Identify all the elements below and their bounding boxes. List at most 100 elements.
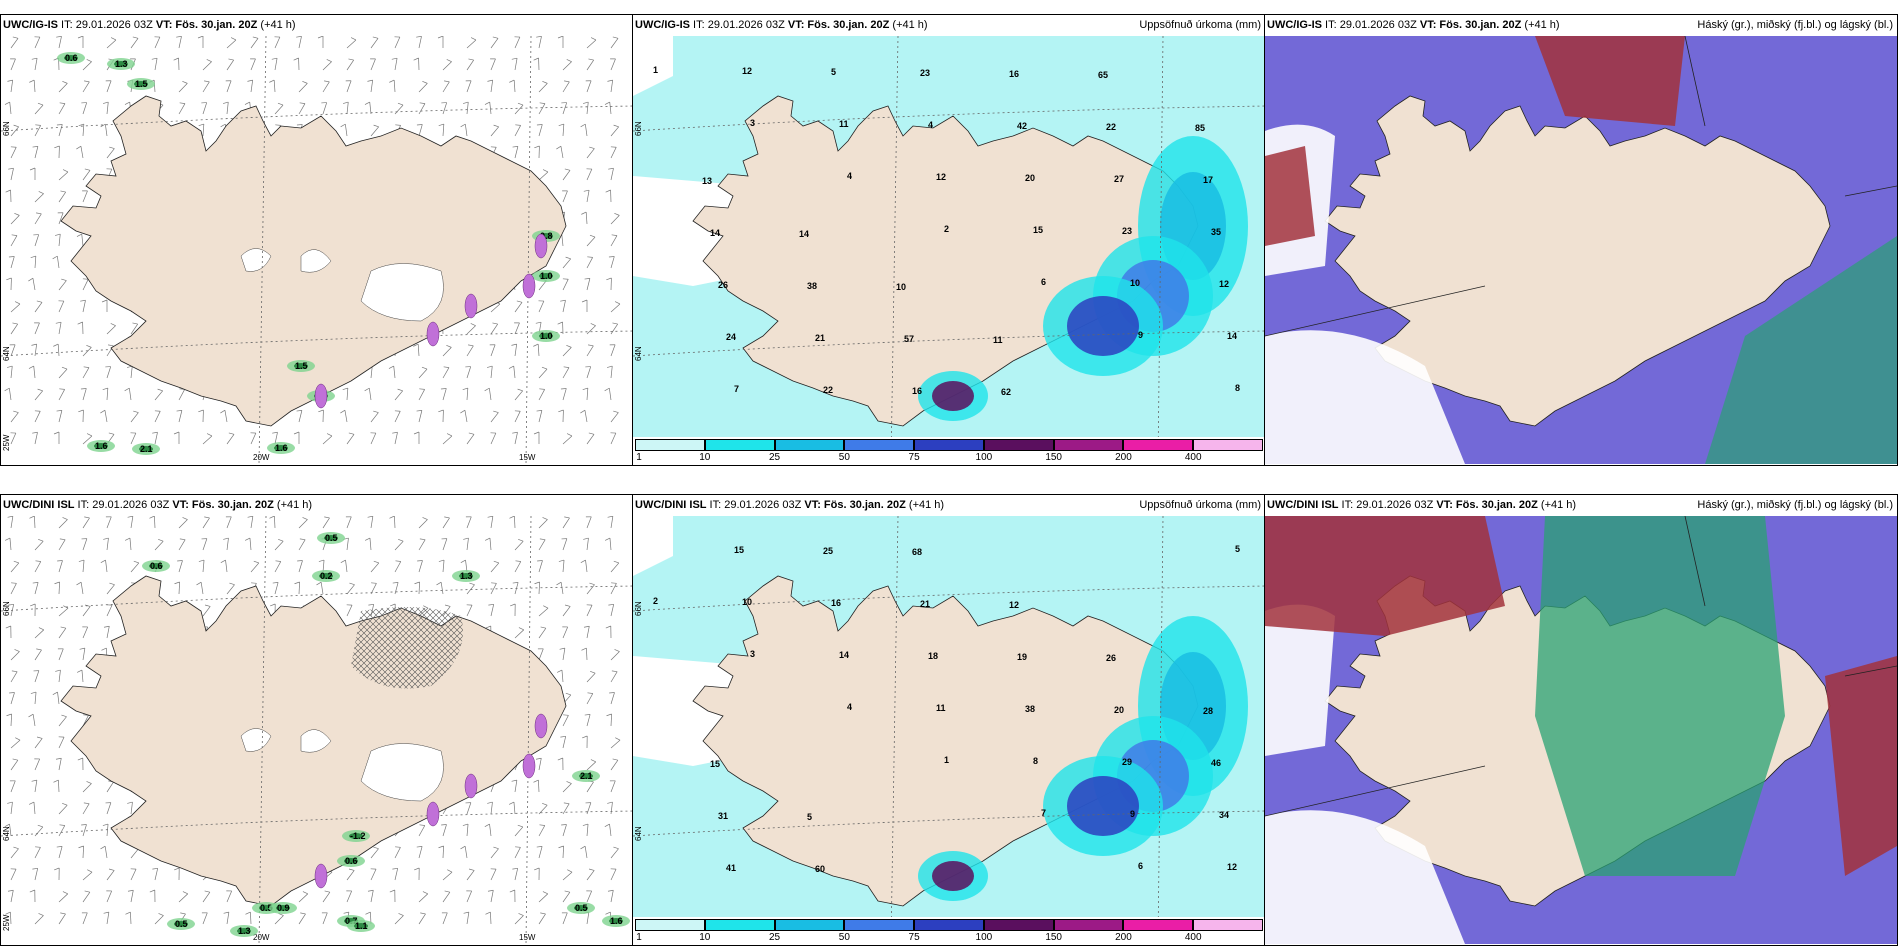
wind-barb xyxy=(34,124,41,137)
wind-barb xyxy=(32,582,39,595)
wind-barb xyxy=(56,124,63,137)
precip-amount: 23 xyxy=(920,68,930,78)
svg-text:1.3: 1.3 xyxy=(460,571,473,581)
svg-text:2.1: 2.1 xyxy=(140,444,153,454)
lon-line-15w xyxy=(525,516,532,944)
precip-amount: 26 xyxy=(718,280,728,290)
wind-barb xyxy=(322,80,330,93)
precip-value: 0.6 xyxy=(337,855,365,867)
precip-amount: 7 xyxy=(734,384,739,394)
precip-amount: 14 xyxy=(1227,331,1237,341)
wind-barb xyxy=(465,80,472,93)
lat-label-64n: 64N xyxy=(634,826,643,841)
wind-barb xyxy=(52,255,60,269)
wind-barb xyxy=(105,516,112,529)
wind-barb xyxy=(586,168,593,181)
wind-barb xyxy=(10,560,20,573)
wind-barb xyxy=(562,714,569,727)
precip-core xyxy=(1067,776,1139,836)
wind-barb xyxy=(53,343,60,357)
wind-barb xyxy=(197,36,204,48)
colorbar-segment xyxy=(1123,439,1194,451)
wind-barb xyxy=(514,36,521,49)
precip-value: 2.1 xyxy=(572,770,600,782)
wind-barb xyxy=(34,191,44,203)
wind-barb xyxy=(58,626,67,639)
wind-barb xyxy=(9,692,15,705)
init-time: IT: 29.01.2026 03Z xyxy=(690,19,788,31)
wind-barb xyxy=(538,605,549,617)
wind-barb xyxy=(514,538,524,551)
wind-barb xyxy=(370,846,379,859)
wind-barb xyxy=(610,213,620,225)
wind-barb xyxy=(294,581,300,595)
wind-barb xyxy=(322,890,331,903)
colorbar-label: 1 xyxy=(636,932,642,943)
iceland-landmass xyxy=(1324,95,1831,427)
snow-patch xyxy=(534,233,548,259)
wind-barb xyxy=(437,36,444,48)
precip-amount: 12 xyxy=(742,66,752,76)
wind-barb xyxy=(538,300,545,313)
wind-barb xyxy=(535,757,542,771)
wind-barb xyxy=(610,868,617,881)
wind-barb xyxy=(82,278,89,291)
wind-barb xyxy=(610,146,617,159)
wind-barb xyxy=(82,345,92,357)
wind-barb xyxy=(392,431,398,445)
wind-barb xyxy=(58,190,67,203)
wind-barb xyxy=(58,605,69,617)
lat-line-64 xyxy=(633,810,1265,837)
wind-barb xyxy=(53,779,60,793)
wind-barb xyxy=(4,537,12,551)
model-name: UWC/DINI ISL xyxy=(3,499,75,511)
precip-amount: 10 xyxy=(1130,278,1140,288)
precip-amount: 29 xyxy=(1122,757,1132,767)
wind-barb xyxy=(202,604,211,617)
wind-barb xyxy=(100,559,108,573)
lon-label-20w: 20W xyxy=(253,453,270,462)
wind-barb xyxy=(394,102,404,115)
wind-barb xyxy=(77,36,84,48)
wind-barb xyxy=(124,387,132,401)
precip-amount: 85 xyxy=(1195,123,1205,133)
wind-barb xyxy=(514,410,521,423)
wind-barb xyxy=(53,431,60,444)
wind-barb xyxy=(610,301,621,313)
wind-barb xyxy=(416,36,422,49)
wind-barb xyxy=(82,802,90,815)
wind-barb xyxy=(606,365,613,379)
wind-barb xyxy=(82,190,88,203)
wind-barb xyxy=(586,582,595,595)
wind-barb xyxy=(370,36,379,49)
wind-barb xyxy=(561,102,568,115)
precip-amount: 9 xyxy=(1138,330,1143,340)
wind-barb xyxy=(370,868,377,881)
snow-patch xyxy=(464,773,478,799)
wind-barb xyxy=(562,278,569,291)
wind-barb xyxy=(57,648,64,661)
precip-value: 1.3 xyxy=(107,58,135,70)
wind-barb xyxy=(487,79,494,93)
precip-core xyxy=(932,381,974,411)
wind-barb xyxy=(582,387,589,401)
wind-barb xyxy=(177,560,183,573)
wind-barb xyxy=(484,101,492,115)
wind-barb xyxy=(442,869,453,881)
precip-value: 0.5 xyxy=(567,902,595,914)
precip-amount: 34 xyxy=(1219,810,1229,820)
wind-barb xyxy=(509,79,516,93)
svg-text:0.5: 0.5 xyxy=(575,903,588,913)
wind-barb xyxy=(610,649,620,661)
wind-barb xyxy=(586,344,594,357)
map-cloud xyxy=(1265,516,1897,944)
wind-barb xyxy=(418,891,429,903)
wind-barb xyxy=(509,889,516,903)
wind-barb xyxy=(76,581,84,595)
wind-barb xyxy=(298,81,308,93)
wind-barb xyxy=(271,57,278,71)
wind-barb xyxy=(561,912,568,925)
wind-barb xyxy=(394,388,403,401)
wind-barb xyxy=(30,603,36,617)
snow-patch xyxy=(314,383,328,409)
